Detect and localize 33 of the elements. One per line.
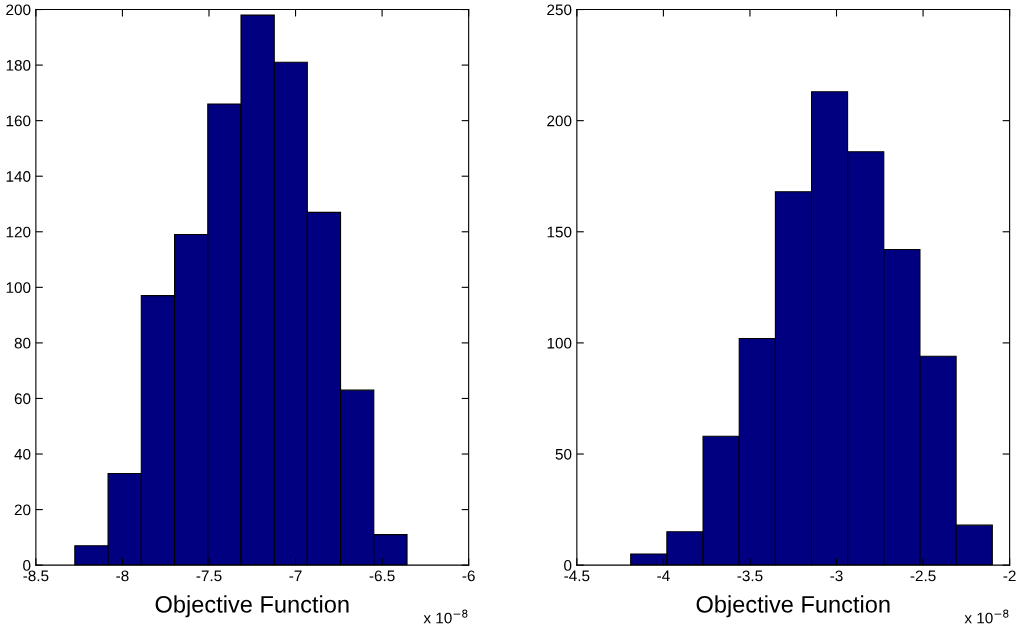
x-tick-label: -8.5 (23, 570, 49, 582)
y-tick-label: 0 (564, 560, 572, 571)
y-tick-label: 250 (547, 4, 572, 16)
y-tick-label: 200 (6, 4, 31, 16)
x-tick-label: -8 (116, 570, 129, 582)
y-tick-label: 150 (547, 226, 572, 238)
x-tick-label: -3 (830, 570, 843, 582)
y-tick-label: 120 (6, 226, 31, 238)
y-tick-label: 140 (6, 171, 31, 182)
y-tick-label: 50 (555, 448, 572, 460)
x-tick-label: -4 (657, 570, 670, 582)
text: x 10$^{−8}$ (964, 609, 1009, 624)
x-tick-label: -7.5 (196, 570, 222, 582)
y-tick-label: 180 (6, 59, 31, 71)
x-tick-label: -3.5 (737, 570, 763, 582)
x-tick-label: -2 (1003, 570, 1016, 582)
y-tick-label: 160 (6, 115, 31, 127)
y-tick-label: 200 (547, 115, 572, 127)
y-tick-label: 80 (14, 337, 31, 349)
x-tick-label: -2.5 (910, 570, 936, 582)
y-tick-label: 100 (547, 337, 572, 349)
y-tick-label: 0 (23, 560, 31, 571)
x-axis-title: Objective Function (155, 595, 349, 618)
text: x 10$^{−8}$ (423, 609, 468, 624)
x-tick-label: -7 (289, 570, 302, 582)
x-tick-label: -6.5 (369, 570, 395, 582)
y-tick-label: 100 (6, 282, 31, 294)
x-tick-label: -4.5 (564, 570, 590, 582)
x-tick-label: -6 (462, 570, 475, 582)
y-tick-label: 20 (14, 504, 31, 516)
x-axis-title: Objective Function (696, 595, 890, 618)
y-tick-label: 60 (14, 393, 31, 405)
y-tick-label: 40 (14, 448, 31, 460)
